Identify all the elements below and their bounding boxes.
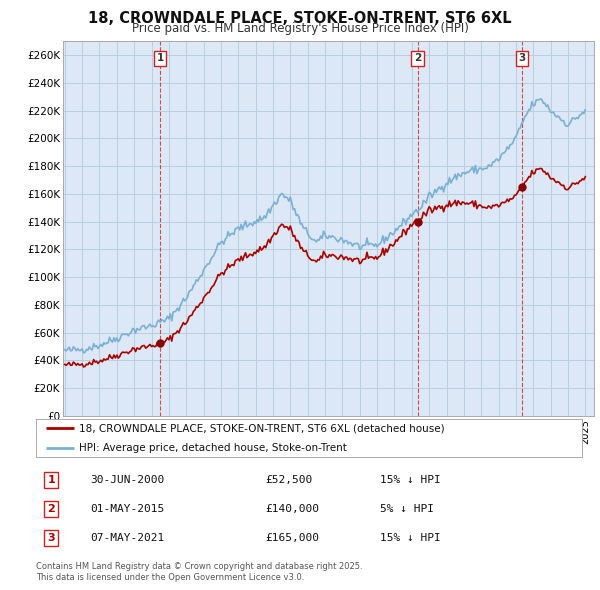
Text: 30-JUN-2000: 30-JUN-2000 <box>91 475 165 484</box>
Text: HPI: Average price, detached house, Stoke-on-Trent: HPI: Average price, detached house, Stok… <box>79 442 346 453</box>
Text: £52,500: £52,500 <box>265 475 313 484</box>
Text: 3: 3 <box>518 53 526 63</box>
Text: 07-MAY-2021: 07-MAY-2021 <box>91 533 165 543</box>
Text: 5% ↓ HPI: 5% ↓ HPI <box>380 504 434 514</box>
Text: 3: 3 <box>47 533 55 543</box>
Text: 01-MAY-2015: 01-MAY-2015 <box>91 504 165 514</box>
Text: 1: 1 <box>47 475 55 484</box>
Text: £165,000: £165,000 <box>265 533 319 543</box>
Text: £140,000: £140,000 <box>265 504 319 514</box>
Text: 15% ↓ HPI: 15% ↓ HPI <box>380 533 441 543</box>
Text: Price paid vs. HM Land Registry's House Price Index (HPI): Price paid vs. HM Land Registry's House … <box>131 22 469 35</box>
Text: 15% ↓ HPI: 15% ↓ HPI <box>380 475 441 484</box>
Text: Contains HM Land Registry data © Crown copyright and database right 2025.
This d: Contains HM Land Registry data © Crown c… <box>36 562 362 582</box>
Text: 18, CROWNDALE PLACE, STOKE-ON-TRENT, ST6 6XL: 18, CROWNDALE PLACE, STOKE-ON-TRENT, ST6… <box>88 11 512 25</box>
Text: 18, CROWNDALE PLACE, STOKE-ON-TRENT, ST6 6XL (detached house): 18, CROWNDALE PLACE, STOKE-ON-TRENT, ST6… <box>79 424 444 434</box>
Text: 2: 2 <box>414 53 421 63</box>
Text: 2: 2 <box>47 504 55 514</box>
Text: 1: 1 <box>157 53 164 63</box>
